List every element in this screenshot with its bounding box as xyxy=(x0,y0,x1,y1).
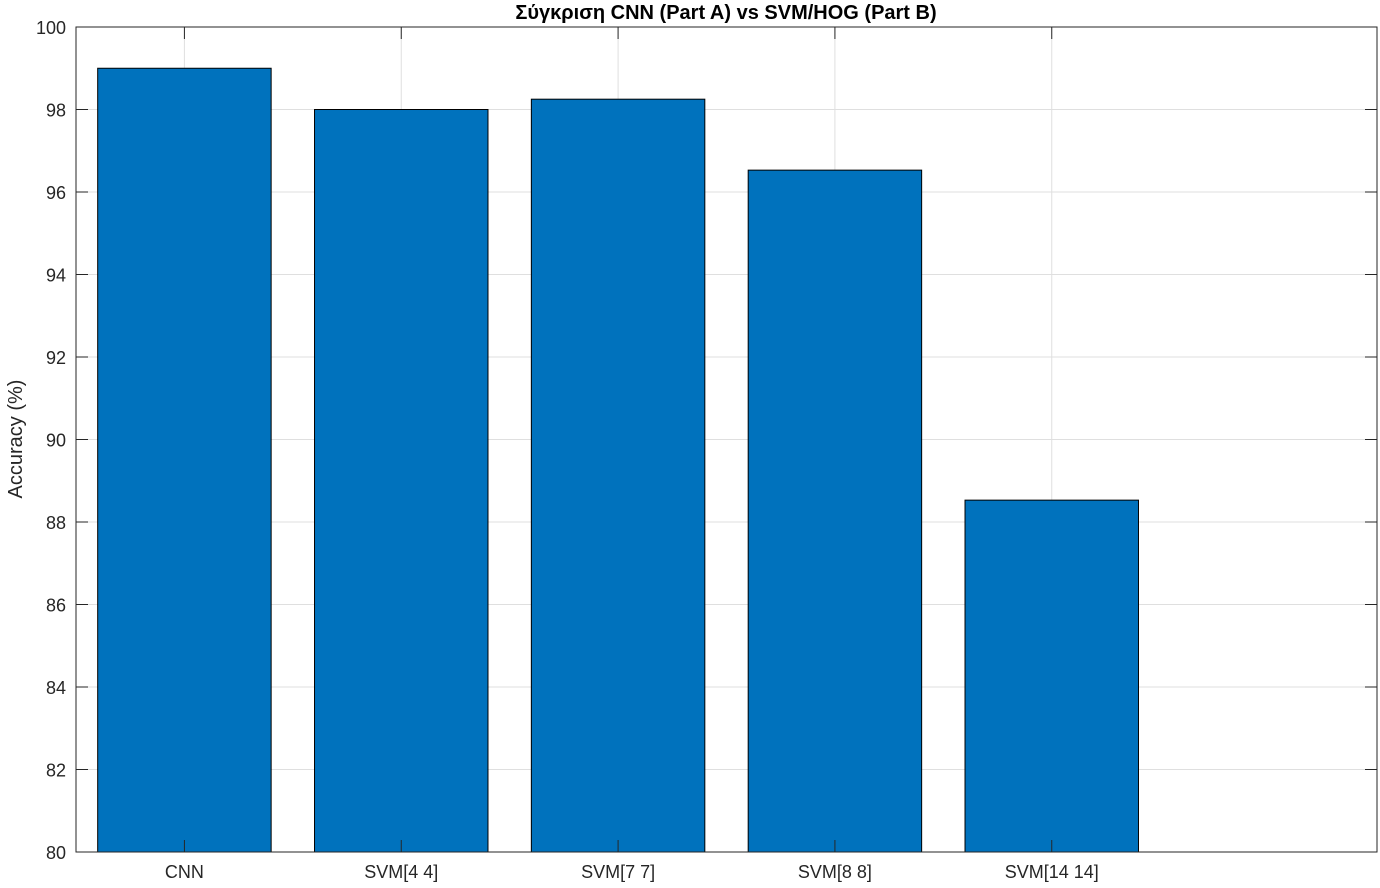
bar-svm-8-8 xyxy=(747,169,923,853)
y-tick-label: 86 xyxy=(46,596,66,616)
bar-svm-14-14 xyxy=(964,499,1139,853)
x-tick-label: CNN xyxy=(165,862,204,882)
y-tick-label: 100 xyxy=(36,18,66,38)
x-tick-label: SVM[7 7] xyxy=(581,862,655,882)
chart-title: Σύγκριση CNN (Part A) vs SVM/HOG (Part B… xyxy=(515,2,936,24)
ticks-layer xyxy=(76,26,1377,853)
x-tick-label: SVM[8 8] xyxy=(798,862,872,882)
bars-layer xyxy=(97,67,1139,853)
labels-layer: 80 82 84 86 88 90 92 94 96 98 100 CNN SVM[4 4] SVM[7 … xyxy=(36,18,1099,882)
y-tick-label: 98 xyxy=(46,101,66,121)
bar-svm-7-7 xyxy=(530,98,706,853)
y-tick-label: 84 xyxy=(46,678,66,698)
bar-cnn xyxy=(97,67,272,853)
y-tick-label: 80 xyxy=(46,843,66,863)
bar-svm-4-4 xyxy=(314,109,489,853)
y-tick-label: 92 xyxy=(46,348,66,368)
x-tick-label: SVM[4 4] xyxy=(364,862,438,882)
y-tick-label: 96 xyxy=(46,183,66,203)
y-axis-label: Accuracy (%) xyxy=(5,380,27,499)
y-tick-label: 90 xyxy=(46,431,66,451)
y-tick-label: 82 xyxy=(46,761,66,781)
x-tick-label: SVM[14 14] xyxy=(1005,862,1099,882)
y-tick-label: 88 xyxy=(46,513,66,533)
y-tick-label: 94 xyxy=(46,266,66,286)
